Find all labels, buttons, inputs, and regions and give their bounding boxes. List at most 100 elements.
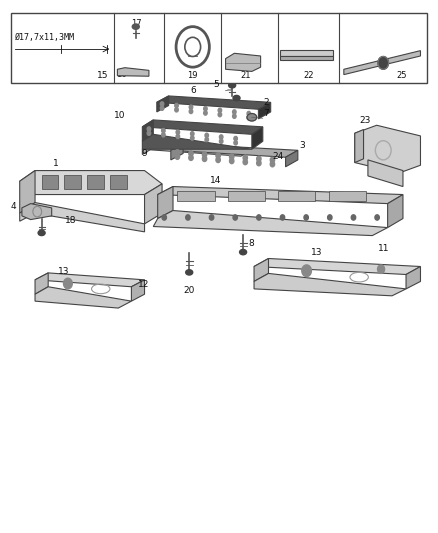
Circle shape	[175, 103, 178, 108]
Text: 2: 2	[264, 98, 269, 107]
Text: 15: 15	[97, 71, 109, 80]
Polygon shape	[142, 120, 263, 134]
Polygon shape	[145, 184, 162, 224]
Polygon shape	[157, 96, 169, 112]
Circle shape	[247, 111, 251, 116]
Circle shape	[328, 215, 332, 220]
Text: 11: 11	[378, 244, 389, 253]
Circle shape	[147, 127, 151, 131]
Circle shape	[257, 160, 261, 166]
Circle shape	[218, 108, 222, 112]
Ellipse shape	[247, 114, 257, 121]
Text: 5: 5	[213, 80, 219, 89]
Polygon shape	[388, 195, 403, 228]
Polygon shape	[20, 203, 145, 232]
Polygon shape	[22, 204, 52, 220]
Ellipse shape	[186, 270, 193, 275]
Circle shape	[189, 155, 193, 160]
Circle shape	[204, 107, 207, 111]
Polygon shape	[35, 273, 48, 294]
Circle shape	[160, 106, 164, 110]
Circle shape	[205, 138, 208, 142]
Polygon shape	[254, 273, 406, 296]
Circle shape	[175, 154, 180, 159]
Text: 19: 19	[187, 71, 198, 80]
Circle shape	[257, 215, 261, 220]
Circle shape	[162, 215, 166, 220]
Text: 18: 18	[65, 216, 76, 225]
Polygon shape	[142, 142, 153, 155]
Polygon shape	[110, 175, 127, 189]
Circle shape	[216, 153, 220, 158]
Polygon shape	[252, 127, 263, 149]
Circle shape	[205, 133, 208, 138]
Polygon shape	[142, 120, 153, 141]
Polygon shape	[177, 191, 215, 201]
Text: 10: 10	[114, 111, 125, 120]
Text: 9: 9	[141, 149, 147, 158]
Text: 3: 3	[299, 141, 305, 150]
Text: 13: 13	[58, 266, 70, 276]
Polygon shape	[142, 134, 252, 149]
Text: 6: 6	[191, 86, 196, 95]
Circle shape	[219, 139, 223, 143]
Polygon shape	[280, 56, 333, 60]
Circle shape	[160, 102, 164, 106]
Circle shape	[186, 215, 190, 220]
Circle shape	[230, 158, 234, 164]
Polygon shape	[153, 211, 388, 236]
Circle shape	[175, 108, 178, 112]
Polygon shape	[20, 171, 35, 213]
Ellipse shape	[240, 249, 247, 255]
Circle shape	[162, 128, 165, 133]
Circle shape	[243, 159, 247, 165]
Text: 23: 23	[359, 116, 371, 125]
Polygon shape	[35, 287, 131, 308]
Circle shape	[209, 215, 214, 220]
Polygon shape	[64, 175, 81, 189]
Ellipse shape	[233, 95, 240, 101]
Polygon shape	[158, 187, 173, 219]
Polygon shape	[131, 280, 145, 301]
Polygon shape	[254, 259, 420, 274]
Polygon shape	[171, 144, 183, 160]
Circle shape	[375, 215, 379, 220]
Text: 16: 16	[116, 70, 127, 79]
Circle shape	[216, 157, 220, 163]
Circle shape	[233, 110, 236, 114]
Polygon shape	[157, 96, 271, 109]
Polygon shape	[286, 150, 298, 167]
Circle shape	[234, 136, 237, 141]
Polygon shape	[406, 266, 420, 289]
Ellipse shape	[229, 83, 236, 88]
Circle shape	[280, 215, 285, 220]
Text: 8: 8	[249, 239, 254, 248]
Circle shape	[378, 56, 389, 69]
Bar	[11, 13, 427, 83]
Polygon shape	[171, 144, 298, 157]
Circle shape	[351, 215, 356, 220]
Polygon shape	[142, 142, 252, 156]
Text: 24: 24	[272, 152, 284, 161]
Text: Ø17,7x11,3MM: Ø17,7x11,3MM	[15, 33, 75, 42]
Circle shape	[191, 132, 194, 136]
Polygon shape	[228, 191, 265, 201]
Circle shape	[270, 157, 275, 163]
Polygon shape	[35, 273, 145, 287]
Circle shape	[204, 111, 207, 115]
Circle shape	[189, 151, 193, 156]
Polygon shape	[117, 68, 149, 76]
Circle shape	[233, 215, 237, 220]
Polygon shape	[344, 51, 420, 75]
Text: 7: 7	[264, 109, 269, 118]
Circle shape	[230, 154, 234, 159]
Circle shape	[202, 156, 207, 161]
Circle shape	[64, 278, 72, 289]
Circle shape	[304, 215, 308, 220]
Circle shape	[191, 136, 194, 140]
Text: 4: 4	[11, 201, 17, 211]
Circle shape	[176, 130, 180, 134]
Circle shape	[218, 112, 222, 117]
Text: 22: 22	[304, 71, 314, 80]
Circle shape	[189, 109, 193, 114]
